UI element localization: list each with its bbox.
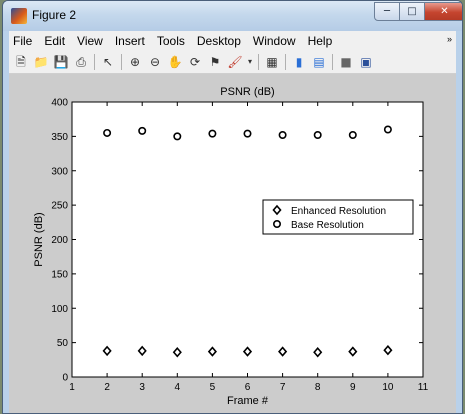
legend-entry: Base Resolution	[291, 220, 364, 231]
x-tick-label: 7	[280, 382, 286, 393]
chart-title: PSNR (dB)	[220, 86, 274, 98]
zoom-out-icon[interactable]: ⊖	[149, 55, 161, 69]
toolbar-separator	[94, 54, 95, 70]
y-tick-label: 50	[57, 338, 69, 349]
pan-hand-icon[interactable]: ✋	[167, 55, 183, 69]
menu-file[interactable]: File	[13, 34, 33, 48]
enhanced-resolution-point[interactable]	[172, 347, 182, 358]
menu-view[interactable]: View	[77, 34, 103, 48]
base-resolution-point[interactable]	[383, 125, 392, 134]
base-resolution-point[interactable]	[278, 130, 287, 139]
menu-overflow-icon[interactable]: »	[446, 34, 452, 44]
y-tick-label: 300	[51, 166, 68, 177]
y-axis-label: PSNR (dB)	[33, 212, 45, 266]
x-tick-label: 2	[104, 382, 110, 393]
menu-edit[interactable]: Edit	[44, 34, 66, 48]
brush-dropdown-icon[interactable]: ▾	[247, 57, 252, 66]
legend-marker-icon[interactable]	[272, 220, 281, 229]
close-icon: ✕	[440, 6, 449, 17]
x-axis-label: Frame #	[227, 395, 269, 407]
x-tick-label: 11	[418, 382, 429, 393]
x-tick-label: 8	[315, 382, 321, 393]
print-icon[interactable]: ⎙	[76, 55, 86, 69]
x-tick-label: 10	[382, 382, 394, 393]
toolbar-separator	[285, 54, 286, 70]
base-resolution-point[interactable]	[103, 128, 112, 137]
legend[interactable]: Enhanced Resolution Base Resolution	[262, 199, 414, 235]
legend-entry: Enhanced Resolution	[291, 206, 386, 217]
base-resolution-point[interactable]	[313, 130, 322, 139]
figure-toolbar: 🗎 📁 💾 ⎙ ↖ ⊕ ⊖ ✋ ⟳ ⚑ 🖌 ▾ ▦ ▮ ▤ ■ ▣	[9, 51, 456, 74]
x-tick-label: 5	[210, 382, 216, 393]
base-resolution-point[interactable]	[208, 129, 217, 138]
menu-window[interactable]: Window	[252, 34, 296, 48]
rotate-3d-icon[interactable]: ⟳	[189, 55, 201, 69]
zoom-in-icon[interactable]: ⊕	[129, 55, 141, 69]
close-button[interactable]: ✕	[424, 2, 462, 21]
enhanced-resolution-point[interactable]	[383, 344, 393, 356]
edit-plot-arrow-icon[interactable]: ↖	[102, 55, 114, 69]
title-bar[interactable]: Figure 2 ─ □ ✕	[3, 1, 462, 31]
toolbar-separator	[121, 54, 122, 70]
new-figure-icon[interactable]: 🗎	[16, 55, 26, 69]
x-tick-label: 9	[350, 382, 356, 393]
open-file-icon[interactable]: 📁	[33, 55, 49, 69]
maximize-button[interactable]: □	[399, 2, 425, 21]
minimize-icon: ─	[383, 6, 391, 17]
legend-box	[262, 199, 414, 235]
toolbar-separator	[332, 54, 333, 70]
menu-desktop[interactable]: Desktop	[196, 34, 241, 48]
enhanced-resolution-point[interactable]	[313, 347, 323, 358]
show-plot-tools-icon[interactable]: ▣	[360, 55, 372, 69]
base-resolution-point[interactable]	[138, 126, 147, 135]
data-cursor-icon[interactable]: ⚑	[209, 55, 221, 69]
base-resolution-point[interactable]	[173, 132, 182, 141]
colorbar-icon[interactable]: ▮	[295, 55, 303, 69]
menu-tools[interactable]: Tools	[156, 34, 185, 48]
x-tick-label: 3	[139, 382, 145, 393]
y-tick-label: 400	[51, 98, 68, 109]
enhanced-resolution-point[interactable]	[242, 346, 253, 357]
legend-icon[interactable]: ▤	[313, 55, 325, 69]
enhanced-resolution-point[interactable]	[137, 345, 147, 357]
y-tick-label: 250	[51, 201, 68, 212]
y-tick-label: 350	[51, 132, 68, 143]
y-tick-label: 150	[51, 269, 68, 280]
y-tick-label: 0	[62, 373, 68, 384]
save-icon[interactable]: 💾	[53, 55, 69, 69]
maximize-icon: □	[407, 6, 417, 17]
menu-help[interactable]: Help	[307, 34, 333, 48]
hide-plot-tools-icon[interactable]: ■	[340, 55, 352, 69]
base-resolution-point[interactable]	[348, 130, 357, 139]
minimize-button[interactable]: ─	[374, 2, 400, 21]
menu-insert[interactable]: Insert	[114, 34, 145, 48]
link-plot-icon[interactable]: ▦	[266, 55, 278, 69]
enhanced-resolution-point[interactable]	[348, 346, 358, 357]
x-tick-label: 1	[69, 382, 75, 393]
x-tick-label: 6	[245, 382, 251, 393]
brush-icon[interactable]: 🖌	[227, 55, 243, 69]
psnr-chart[interactable]: PSNR (dB) Frame # PSNR (dB) 1 2 3 4 5 6 7 8 9 10 1…	[6, 73, 455, 414]
enhanced-resolution-point[interactable]	[207, 346, 217, 357]
window-title: Figure 2	[32, 8, 77, 22]
axes-background	[71, 101, 424, 378]
base-resolution-point[interactable]	[243, 129, 252, 138]
enhanced-resolution-point[interactable]	[278, 346, 288, 357]
matlab-logo-icon	[11, 8, 27, 24]
legend-marker-icon[interactable]	[272, 204, 282, 216]
toolbar-separator	[258, 54, 259, 70]
y-tick-label: 200	[51, 235, 68, 246]
enhanced-resolution-point[interactable]	[102, 345, 112, 357]
x-tick-label: 4	[175, 382, 181, 393]
y-tick-label: 100	[51, 304, 68, 315]
menu-bar: File Edit View Insert Tools Desktop Wind…	[9, 31, 456, 51]
